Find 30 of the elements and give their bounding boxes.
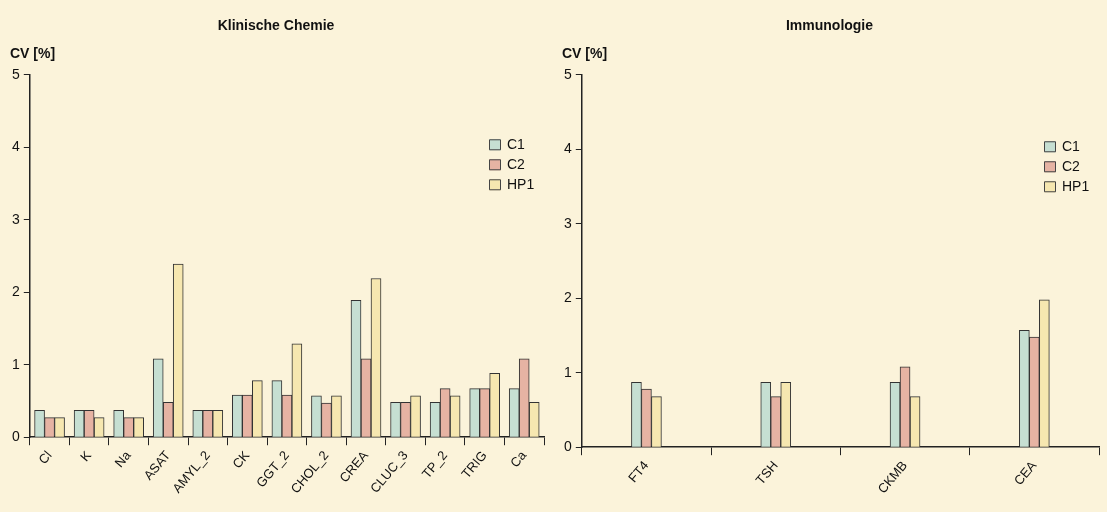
y-tick-label: 1 [563,363,572,380]
y-tick-label: 3 [11,210,20,227]
legend-label: C1 [507,136,526,153]
x-tick-label: Ca [507,447,530,471]
legend-label: C1 [1062,138,1081,155]
chart-title: Klinische Chemie [217,17,335,34]
legend-label: HP1 [507,176,535,193]
y-tick-label: 0 [563,438,572,455]
x-tick-label: TSH [752,457,781,488]
y-tick-label: 4 [563,140,572,157]
legend-label: C2 [1062,158,1081,175]
chart-title: Immunologie [785,17,874,34]
y-tick-label: 4 [11,138,20,155]
y-axis-title: CV [%] [562,44,608,61]
x-tick-label: Cl [35,447,55,467]
x-tick-label: Na [111,447,135,471]
y-tick-label: 5 [563,65,572,82]
x-tick-label: K [77,447,95,465]
legend-label: C2 [507,156,526,173]
y-tick-label: 1 [11,355,20,372]
legend-label: HP1 [1062,178,1090,195]
y-tick-label: 2 [11,283,20,300]
x-tick-label: FT4 [625,457,652,486]
x-tick-label: CEA [1010,457,1040,488]
y-tick-label: 2 [563,289,572,306]
y-tick-label: 5 [11,65,20,82]
y-tick-label: 0 [11,428,20,445]
y-axis-title: CV [%] [10,44,56,61]
x-tick-label: CK [229,447,253,472]
y-tick-label: 3 [563,214,572,231]
